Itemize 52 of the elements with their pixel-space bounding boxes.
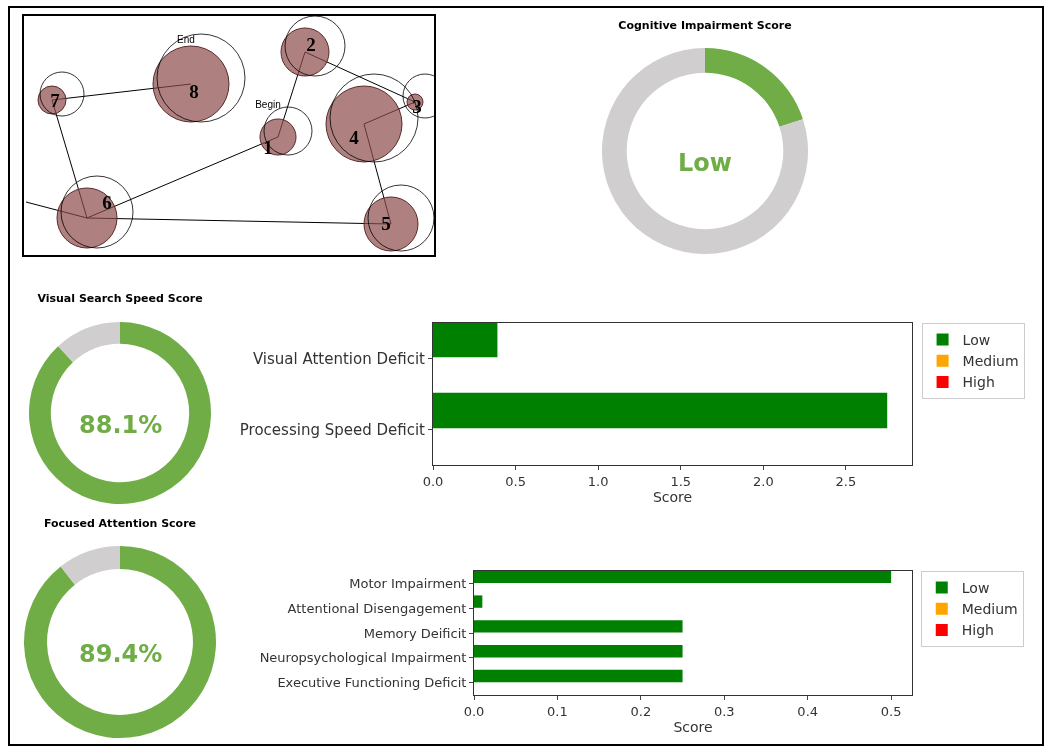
category-label: 4 bbox=[349, 127, 360, 148]
x-tick-label: 0.5 bbox=[880, 703, 902, 719]
donut-slice bbox=[29, 322, 211, 504]
bar bbox=[474, 669, 683, 683]
legend-label: Medium bbox=[961, 601, 1018, 618]
bar bbox=[474, 595, 483, 608]
chart-title: Cognitive Impairment Score bbox=[618, 19, 792, 33]
legend-label: Low bbox=[961, 580, 990, 597]
text: End bbox=[177, 34, 195, 45]
x-axis-title: Score bbox=[652, 488, 693, 505]
category-label: 5 bbox=[381, 213, 391, 234]
bar bbox=[474, 571, 892, 583]
y-tick-label: Memory Deificit bbox=[363, 625, 467, 641]
text: 88.1% bbox=[79, 411, 163, 439]
y-tick-label: Visual Attention Deficit bbox=[252, 349, 426, 368]
x-tick-label: 2.0 bbox=[753, 473, 774, 489]
text: Begin bbox=[255, 99, 281, 110]
x-tick-label: 0.0 bbox=[463, 703, 485, 719]
text: 89.4% bbox=[79, 640, 163, 668]
legend-label: High bbox=[961, 622, 994, 639]
y-tick-label: Attentional Disengagement bbox=[287, 600, 467, 616]
donut-slice bbox=[705, 48, 803, 127]
x-tick-label: 2.5 bbox=[835, 473, 857, 489]
x-tick-label: 0.0 bbox=[422, 473, 444, 489]
donut-slice bbox=[58, 322, 120, 363]
x-tick-label: 0.1 bbox=[547, 703, 568, 719]
y-tick-label: Motor Impairment bbox=[349, 575, 467, 591]
category-label: 8 bbox=[189, 81, 199, 102]
legend-label: Medium bbox=[962, 353, 1019, 370]
legend-label: High bbox=[962, 374, 995, 391]
bar bbox=[474, 620, 683, 633]
category-label: 7 bbox=[50, 90, 61, 111]
x-tick-label: 0.5 bbox=[505, 473, 526, 489]
chart-title: Visual Search Speed Score bbox=[37, 292, 203, 306]
x-tick-label: 0.3 bbox=[713, 703, 735, 719]
legend-label: Low bbox=[962, 332, 991, 349]
chart-title: Focused Attention Score bbox=[43, 516, 197, 530]
x-tick-label: 1.0 bbox=[587, 473, 609, 489]
donut-slice bbox=[60, 546, 120, 585]
y-tick-label: Neuropsychological Impairment bbox=[259, 650, 467, 666]
donut-slice bbox=[602, 48, 808, 254]
category-label: 6 bbox=[102, 192, 112, 213]
donut-slice bbox=[24, 546, 216, 738]
category-label: 2 bbox=[306, 34, 316, 55]
text: Low bbox=[678, 149, 732, 177]
x-tick-label: 0.2 bbox=[630, 703, 652, 719]
y-tick-label: Processing Speed Deficit bbox=[239, 420, 426, 439]
bar bbox=[474, 644, 683, 658]
x-tick-label: 0.4 bbox=[797, 703, 819, 719]
x-axis-title: Score bbox=[673, 718, 713, 735]
y-tick-label: Executive Functioning Deficit bbox=[277, 675, 467, 691]
x-tick-label: 1.5 bbox=[670, 473, 692, 489]
